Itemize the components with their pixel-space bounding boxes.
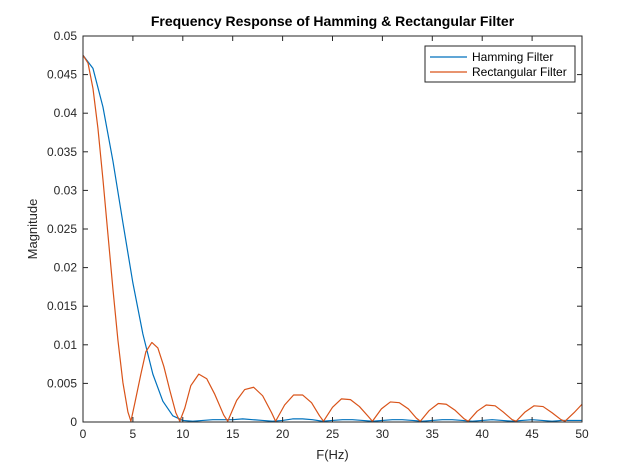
- plot-area: [83, 36, 582, 422]
- x-tick-label: 0: [80, 427, 87, 441]
- y-tick-label: 0.045: [47, 68, 77, 82]
- x-tick-label: 45: [525, 427, 539, 441]
- chart-title: Frequency Response of Hamming & Rectangu…: [151, 13, 515, 29]
- x-tick-label: 25: [326, 427, 340, 441]
- y-tick-label: 0.025: [47, 222, 77, 236]
- x-tick-label: 15: [226, 427, 240, 441]
- y-axis-label: Magnitude: [25, 199, 40, 260]
- legend-box: [424, 45, 576, 83]
- x-tick-label: 30: [376, 427, 390, 441]
- y-tick-label: 0.04: [54, 106, 78, 120]
- series-line-rectangular: [82, 54, 583, 422]
- y-tick-label: 0.05: [54, 29, 78, 43]
- y-tick-label: 0.015: [47, 299, 77, 313]
- legend-entry-hamming: Hamming Filter: [472, 50, 553, 64]
- x-tick-label: 35: [426, 427, 440, 441]
- y-tick-label: 0.02: [54, 261, 78, 275]
- y-tick-label: 0.03: [54, 183, 78, 197]
- x-tick-label: 5: [130, 427, 137, 441]
- legend-entry-rectangular: Rectangular Filter: [472, 65, 567, 79]
- y-tick-label: 0.005: [47, 376, 77, 390]
- legend: Hamming Filter Rectangular Filter: [424, 45, 576, 83]
- x-axis-label: F(Hz): [316, 447, 349, 462]
- y-tick-label: 0: [70, 415, 77, 429]
- y-axis-ticks: 0 0.005 0.01 0.015 0.02 0.025 0.03 0.035 0.04 0.0…: [47, 29, 582, 429]
- x-tick-label: 50: [575, 427, 589, 441]
- x-tick-label: 40: [476, 427, 490, 441]
- x-axis-ticks: 0 5 10 15 20 25 30 35 40 45 50: [80, 36, 589, 441]
- y-tick-label: 0.035: [47, 145, 77, 159]
- x-tick-label: 10: [176, 427, 190, 441]
- y-tick-label: 0.01: [54, 338, 78, 352]
- x-tick-label: 20: [276, 427, 290, 441]
